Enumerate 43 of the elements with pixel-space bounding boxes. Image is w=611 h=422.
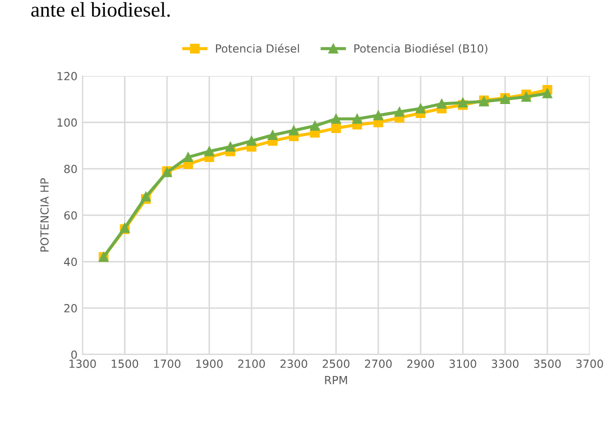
x-tick-label: 1900 bbox=[196, 360, 223, 368]
point bbox=[352, 114, 362, 124]
point bbox=[226, 142, 236, 152]
point bbox=[204, 146, 214, 156]
point bbox=[310, 121, 320, 131]
y-axis-title: POTENCIA HP bbox=[40, 178, 49, 252]
point bbox=[288, 126, 299, 136]
point bbox=[394, 107, 404, 117]
point bbox=[183, 152, 193, 162]
x-tick-label: 3300 bbox=[492, 360, 518, 368]
legend-label: Potencia Diésel bbox=[216, 44, 299, 53]
y-tick-label: 100 bbox=[58, 118, 77, 127]
x-tick-label: 1500 bbox=[112, 360, 138, 368]
y-tick-label: 20 bbox=[64, 304, 77, 312]
point bbox=[331, 114, 341, 124]
point bbox=[268, 130, 278, 140]
x-tick-label: 3100 bbox=[450, 360, 476, 368]
y-tick-label: 0 bbox=[71, 350, 77, 359]
y-tick-label: 80 bbox=[64, 164, 77, 174]
x-tick-label: 2700 bbox=[364, 360, 392, 368]
y-tick-label: 40 bbox=[64, 258, 77, 266]
point bbox=[141, 192, 151, 202]
x-tick-label: 3700 bbox=[576, 360, 604, 368]
point bbox=[331, 123, 341, 134]
legend-label: Potencia Biodiésel (B10) bbox=[354, 44, 488, 54]
x-tick-label: 1700 bbox=[154, 360, 180, 368]
x-tick-label: 2100 bbox=[238, 360, 265, 368]
x-tick-label: 2500 bbox=[322, 360, 350, 368]
x-axis-title: RPM bbox=[325, 376, 347, 384]
text: ante el biodiesel. bbox=[31, 2, 170, 17]
x-tick-label: 1300 bbox=[70, 360, 96, 368]
point bbox=[246, 136, 256, 146]
x-tick-label: 2300 bbox=[280, 360, 308, 368]
point bbox=[416, 104, 426, 114]
point bbox=[436, 98, 447, 109]
point bbox=[542, 88, 552, 98]
y-tick-label: 120 bbox=[58, 72, 77, 80]
x-tick-label: 2900 bbox=[407, 360, 434, 368]
x-tick-label: 3500 bbox=[534, 360, 561, 368]
point bbox=[373, 110, 384, 120]
point bbox=[458, 98, 468, 108]
point bbox=[521, 92, 532, 102]
y-tick-label: 60 bbox=[64, 211, 77, 220]
